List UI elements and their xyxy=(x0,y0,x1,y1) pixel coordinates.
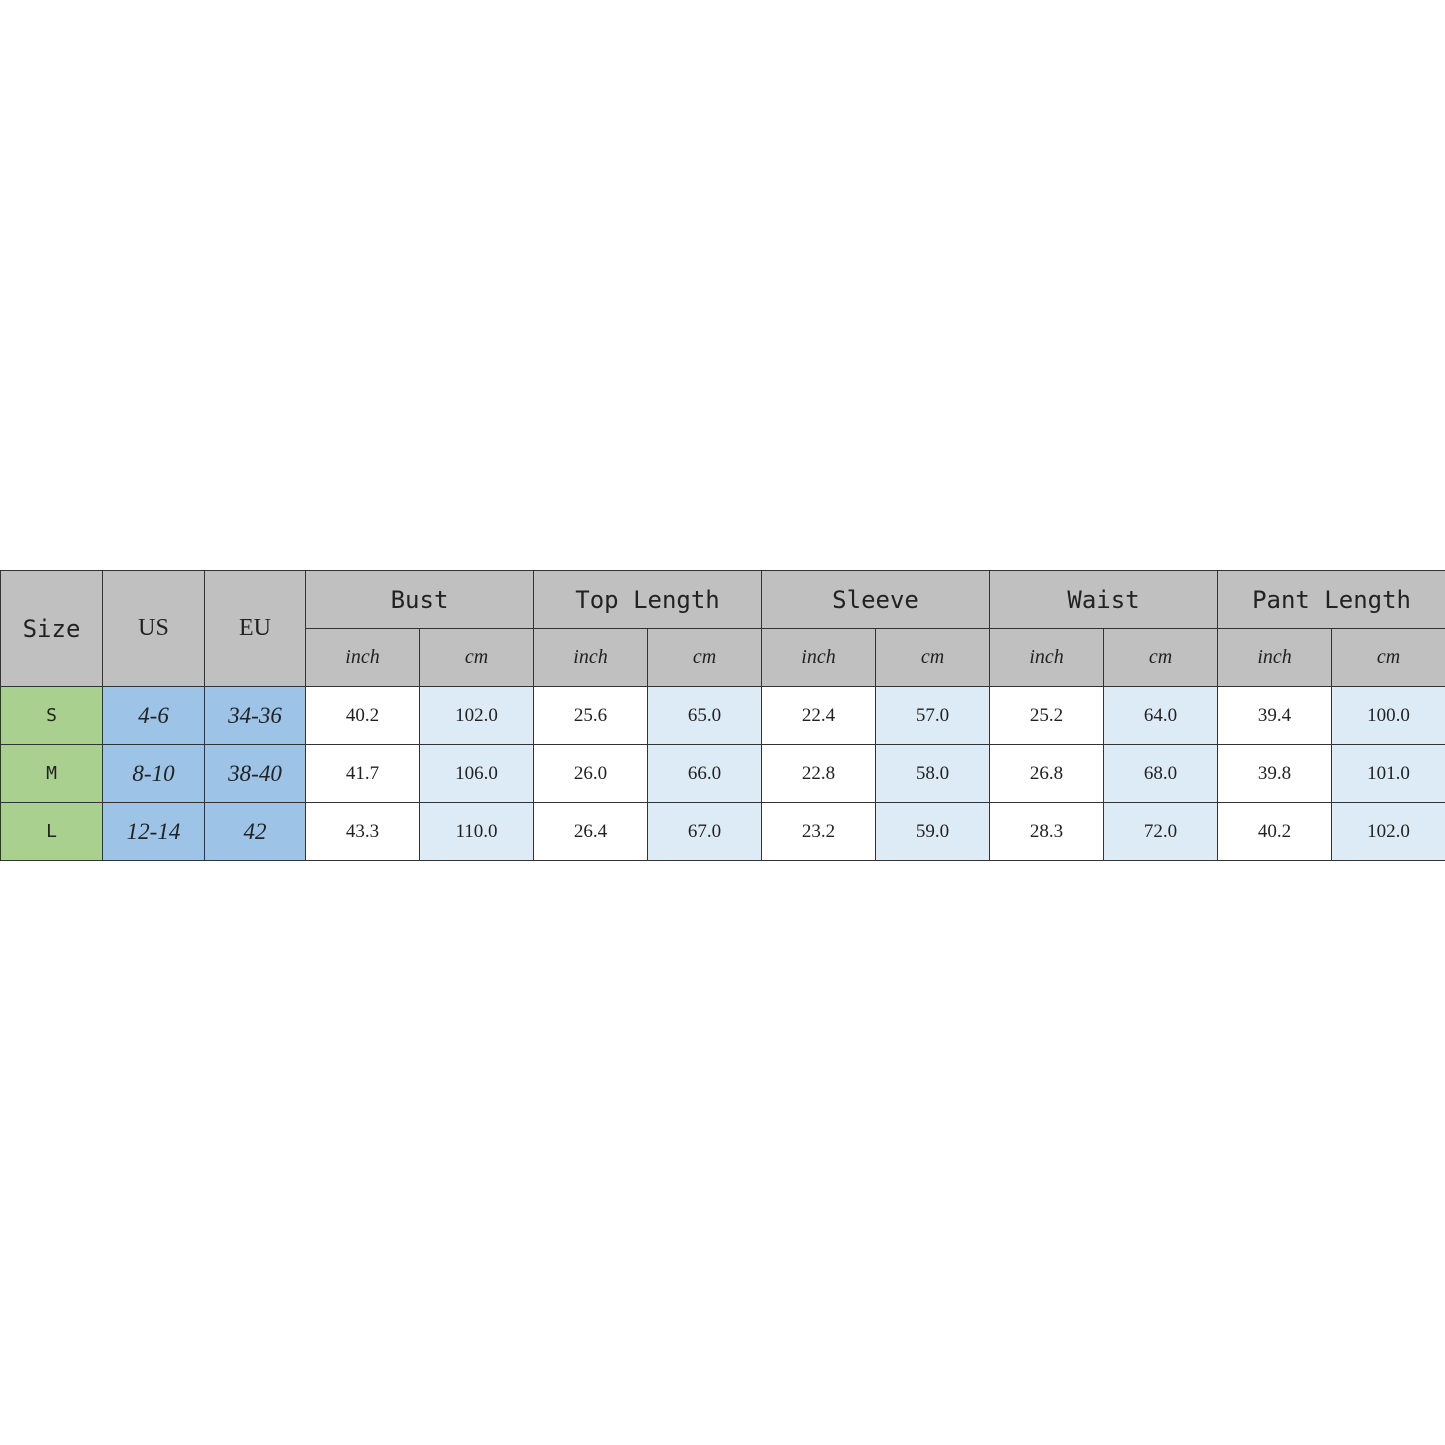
inch-value-cell: 26.4 xyxy=(533,802,649,861)
header-eu: EU xyxy=(204,570,306,687)
unit-header-cm: cm xyxy=(647,628,763,687)
header-top-length: Top Length xyxy=(533,570,763,629)
table-row: L 12-14 42 43.3 110.0 26.4 67.0 23.2 59.0 28.3 72.… xyxy=(0,802,1445,861)
cm-value-cell: 102.0 xyxy=(418,686,535,745)
cm-value-cell: 100.0 xyxy=(1331,686,1445,745)
inch-value-cell: 26.0 xyxy=(533,744,649,803)
unit-header-inch: inch xyxy=(989,628,1105,687)
eu-size-cell: 42 xyxy=(204,802,306,861)
inch-value-cell: 28.3 xyxy=(989,802,1105,861)
header-sleeve: Sleeve xyxy=(761,570,991,629)
cm-value-cell: 59.0 xyxy=(875,802,991,861)
cm-value-cell: 102.0 xyxy=(1331,802,1445,861)
us-size-cell: 4-6 xyxy=(102,686,205,745)
cm-value-cell: 64.0 xyxy=(1103,686,1219,745)
header-pant-length: Pant Length xyxy=(1217,570,1445,629)
cm-value-cell: 110.0 xyxy=(418,802,535,861)
size-cell: S xyxy=(0,686,103,745)
cm-value-cell: 101.0 xyxy=(1331,744,1445,803)
header-row: Size US EU Bust Top Length Sleeve Waist … xyxy=(0,570,1445,687)
inch-value-cell: 40.2 xyxy=(1217,802,1333,861)
header-waist: Waist xyxy=(989,570,1219,629)
unit-header-inch: inch xyxy=(533,628,649,687)
inch-value-cell: 25.2 xyxy=(989,686,1105,745)
eu-size-cell: 34-36 xyxy=(204,686,306,745)
inch-value-cell: 43.3 xyxy=(305,802,420,861)
unit-header-cm: cm xyxy=(1331,628,1445,687)
size-cell: M xyxy=(0,744,103,803)
unit-header-inch: inch xyxy=(761,628,877,687)
inch-value-cell: 39.8 xyxy=(1217,744,1333,803)
cm-value-cell: 65.0 xyxy=(647,686,763,745)
inch-value-cell: 40.2 xyxy=(305,686,420,745)
us-size-cell: 12-14 xyxy=(102,802,205,861)
size-chart-table: Size US EU Bust Top Length Sleeve Waist … xyxy=(0,570,1445,861)
table-row: S 4-6 34-36 40.2 102.0 25.6 65.0 22.4 57.0 25.2 64… xyxy=(0,686,1445,745)
inch-value-cell: 22.4 xyxy=(761,686,877,745)
unit-header-inch: inch xyxy=(1217,628,1333,687)
inch-value-cell: 39.4 xyxy=(1217,686,1333,745)
unit-row: inch cm inch cm inch cm inch cm inch cm xyxy=(1,628,1445,687)
header-bust: Bust xyxy=(304,570,535,629)
inch-value-cell: 26.8 xyxy=(989,744,1105,803)
header-us: US xyxy=(102,570,205,687)
cm-value-cell: 66.0 xyxy=(647,744,763,803)
header-size: Size xyxy=(0,570,103,687)
cm-value-cell: 57.0 xyxy=(875,686,991,745)
us-size-cell: 8-10 xyxy=(102,744,205,803)
inch-value-cell: 41.7 xyxy=(305,744,420,803)
cm-value-cell: 58.0 xyxy=(875,744,991,803)
cm-value-cell: 67.0 xyxy=(647,802,763,861)
cm-value-cell: 68.0 xyxy=(1103,744,1219,803)
inch-value-cell: 25.6 xyxy=(533,686,649,745)
table-row: M 8-10 38-40 41.7 106.0 26.0 66.0 22.8 58.0 26.8 6… xyxy=(0,744,1445,803)
unit-header-cm: cm xyxy=(418,628,535,687)
cm-value-cell: 72.0 xyxy=(1103,802,1219,861)
size-cell: L xyxy=(0,802,103,861)
unit-header-cm: cm xyxy=(875,628,991,687)
unit-header-inch: inch xyxy=(305,628,420,687)
unit-header-cm: cm xyxy=(1103,628,1219,687)
inch-value-cell: 22.8 xyxy=(761,744,877,803)
cm-value-cell: 106.0 xyxy=(418,744,535,803)
inch-value-cell: 23.2 xyxy=(761,802,877,861)
eu-size-cell: 38-40 xyxy=(204,744,306,803)
